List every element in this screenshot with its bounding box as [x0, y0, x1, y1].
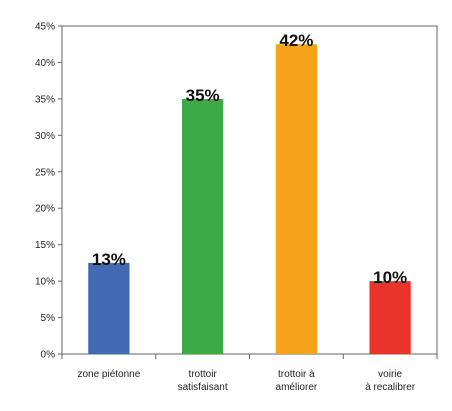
- bar: [369, 281, 411, 354]
- y-tick-label: 40%: [35, 58, 55, 69]
- x-tick-label: voirie: [378, 369, 402, 380]
- x-tick-label: satisfaisant: [178, 382, 228, 393]
- y-tick-label: 0%: [41, 350, 56, 361]
- bar: [88, 262, 130, 354]
- data-label: 13%: [92, 250, 126, 269]
- bar: [182, 98, 224, 354]
- y-tick-label: 25%: [35, 167, 55, 178]
- data-labels: 13% 35% 42% 10%: [92, 31, 407, 287]
- y-tick-label: 20%: [35, 204, 55, 215]
- y-tick-label: 5%: [41, 313, 56, 324]
- data-label: 10%: [373, 268, 407, 287]
- data-label: 42%: [279, 31, 313, 50]
- x-tick-label: améliorer: [276, 382, 318, 393]
- x-tick-label: à recalibrer: [365, 382, 416, 393]
- y-axis: 0% 5% 10% 15% 20% 25% 30% 35% 40% 45%: [35, 22, 62, 361]
- x-tick-label: zone piétonne: [77, 369, 140, 380]
- x-axis: zone piétonne trottoir satisfaisant trottoi…: [61, 354, 438, 393]
- x-tick-label: trottoir à: [278, 369, 315, 380]
- bars: [88, 44, 411, 354]
- bar: [275, 44, 317, 354]
- x-tick-label: trottoir: [188, 369, 217, 380]
- y-tick-label: 35%: [35, 94, 55, 105]
- y-tick-label: 10%: [35, 277, 55, 288]
- data-label: 35%: [186, 86, 220, 105]
- y-tick-label: 15%: [35, 240, 55, 251]
- y-tick-label: 30%: [35, 131, 55, 142]
- y-tick-label: 45%: [35, 22, 55, 33]
